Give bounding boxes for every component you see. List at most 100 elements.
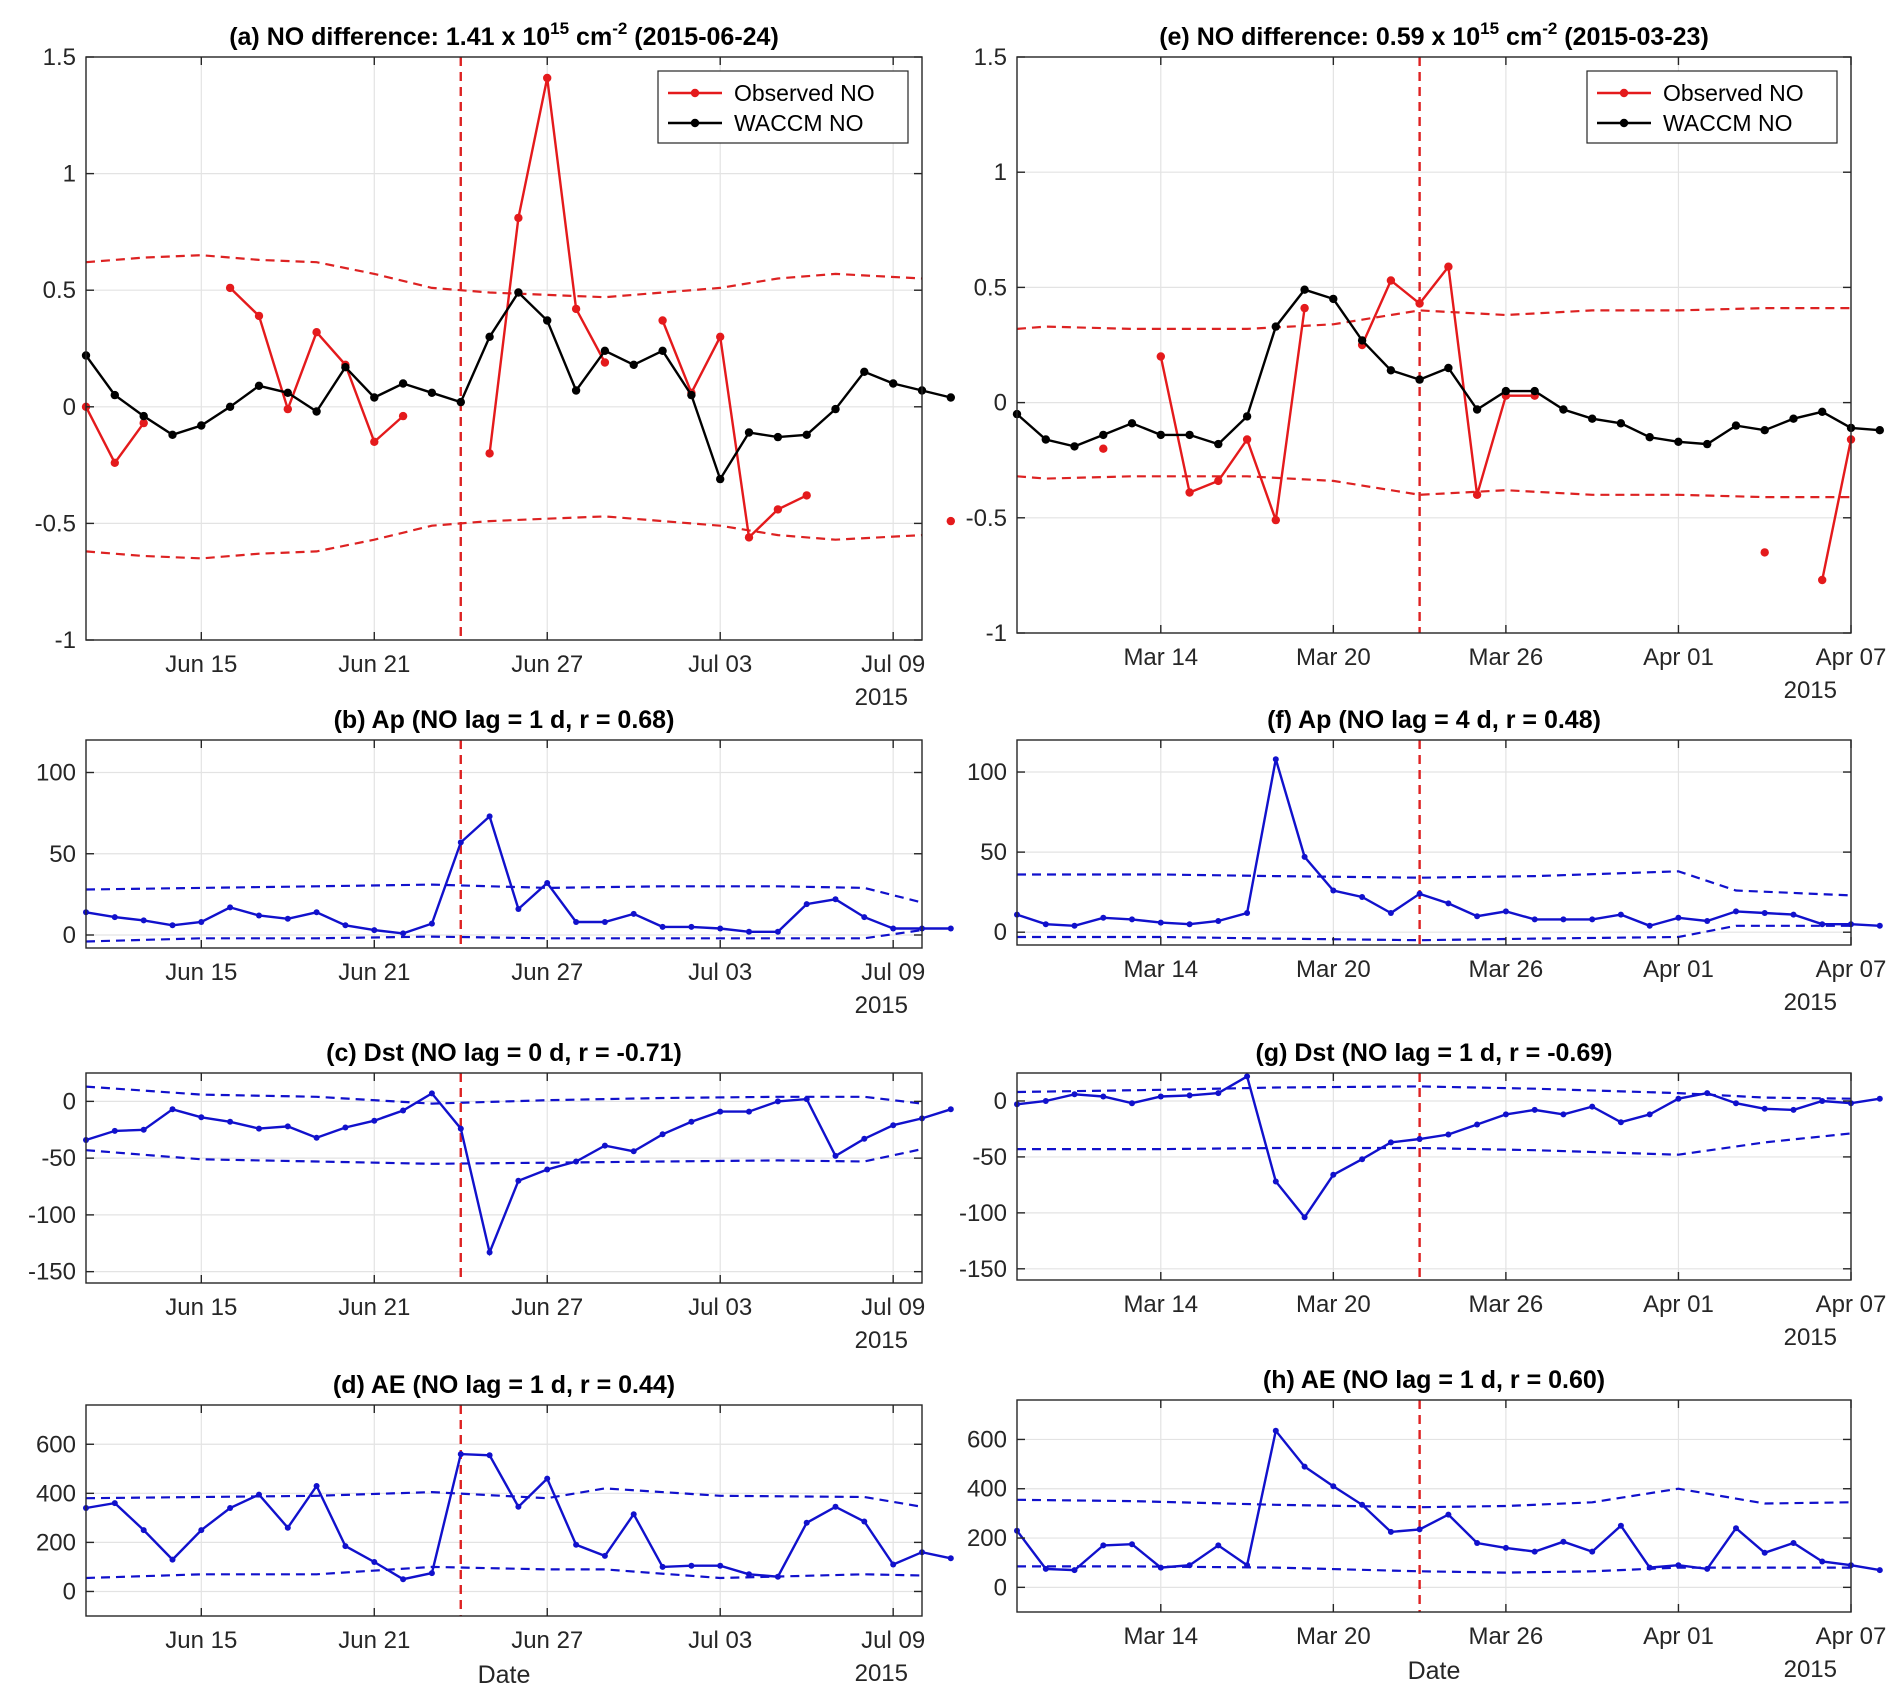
data-point	[1215, 1090, 1222, 1097]
x-year-label: 2015	[1784, 989, 1837, 1016]
x-tick-label: Mar 14	[1123, 956, 1198, 983]
series-index	[83, 813, 954, 937]
data-point	[1876, 922, 1883, 929]
data-point	[1646, 1111, 1653, 1118]
data-point	[1760, 548, 1769, 557]
data-point	[1271, 515, 1281, 525]
data-point	[486, 1249, 493, 1256]
data-point	[1157, 1564, 1164, 1571]
title-unit: cm	[569, 23, 612, 51]
data-point	[1041, 435, 1051, 444]
legend-marker	[1619, 88, 1629, 98]
x-year-label: 2015	[855, 1327, 908, 1354]
legend-label: Observed NO	[734, 80, 875, 106]
data-point	[168, 430, 177, 439]
legend: Observed NO WACCM NO	[657, 70, 909, 144]
x-tick-label: Mar 26	[1469, 1623, 1544, 1650]
lower-bound-line	[1016, 475, 1851, 499]
data-point	[1819, 1558, 1826, 1565]
data-point	[1589, 1103, 1596, 1110]
data-point	[284, 1524, 291, 1531]
data-point	[802, 430, 811, 439]
axes-box	[85, 739, 923, 949]
series-line	[85, 814, 951, 935]
y-tick-label: -1	[55, 627, 76, 654]
data-point	[1242, 412, 1252, 421]
data-point	[630, 1511, 637, 1518]
data-point	[744, 428, 754, 437]
data-point	[947, 925, 954, 932]
y-tick-label: 0	[994, 390, 1007, 417]
data-point	[1100, 1093, 1107, 1100]
y-tick-label: 1	[994, 159, 1007, 186]
data-point	[1301, 853, 1308, 860]
data-point	[1876, 1567, 1883, 1574]
data-point	[1386, 366, 1396, 375]
x-tick-label: Apr 01	[1643, 956, 1714, 983]
data-point	[312, 407, 321, 416]
data-point	[1416, 1526, 1423, 1533]
data-point	[342, 922, 349, 929]
data-point	[600, 358, 610, 367]
data-point	[573, 1541, 580, 1548]
data-point	[890, 925, 897, 932]
legend-marker	[690, 118, 700, 128]
data-point	[486, 1452, 493, 1459]
data-point	[744, 533, 754, 542]
y-tick-label: 50	[980, 839, 1007, 866]
data-point	[169, 1556, 176, 1563]
data-point	[1242, 435, 1252, 444]
x-axis-label: Date	[1408, 1657, 1461, 1685]
data-point	[1301, 1214, 1308, 1221]
panel-title: (d) AE (NO lag = 1 d, r = 0.44)	[333, 1371, 675, 1399]
data-point	[658, 316, 667, 325]
data-point	[313, 1483, 320, 1489]
data-point	[428, 920, 435, 927]
data-point	[1531, 1548, 1538, 1555]
data-point	[544, 880, 551, 886]
x-tick-label: Apr 07	[1816, 644, 1887, 671]
legend-box	[657, 70, 909, 144]
x-tick-label: Jul 09	[861, 651, 925, 678]
title-main: (c) Dst (NO lag = 0 d, r = -0.71)	[326, 1039, 682, 1067]
data-point	[1359, 894, 1366, 900]
upper-bound-line	[85, 1487, 923, 1508]
data-point	[254, 381, 264, 390]
x-tick-label: Jul 03	[688, 1627, 752, 1654]
data-point	[457, 839, 464, 846]
y-tick-label: 1.5	[43, 44, 76, 71]
data-point	[140, 917, 147, 924]
axes-box	[85, 1072, 923, 1284]
series-waccm	[81, 288, 955, 484]
data-point	[486, 813, 493, 820]
data-point	[1301, 1463, 1308, 1470]
data-point	[1731, 421, 1741, 430]
data-point	[1474, 913, 1481, 920]
series-index	[83, 1451, 954, 1583]
data-point	[1502, 1544, 1509, 1551]
x-tick-label: Apr 07	[1816, 1291, 1887, 1318]
data-point	[630, 910, 637, 917]
data-point	[225, 402, 235, 411]
data-point	[1071, 1567, 1078, 1574]
y-tick-label: 0.5	[974, 274, 1007, 301]
x-year-label: 2015	[1784, 677, 1837, 704]
y-tick-label: 400	[967, 1476, 1007, 1503]
lower-bound-line	[1017, 924, 1851, 942]
x-tick-label: Apr 07	[1816, 956, 1887, 983]
panel-title: (f) Ap (NO lag = 4 d, r = 0.48)	[1267, 706, 1601, 734]
data-point	[1819, 921, 1826, 928]
data-point	[1129, 916, 1135, 923]
data-point	[227, 904, 234, 911]
data-point	[197, 421, 206, 430]
data-point	[1819, 1098, 1826, 1104]
data-point	[773, 505, 783, 514]
data-point	[1589, 1548, 1596, 1555]
data-point	[687, 390, 696, 400]
data-point	[947, 1555, 954, 1562]
upper-bound-line	[1016, 1085, 1852, 1100]
title-exponent: 15	[1480, 19, 1499, 38]
upper-bound-line	[1017, 870, 1852, 897]
title-main: (g) Dst (NO lag = 1 d, r = -0.69)	[1255, 1039, 1612, 1067]
